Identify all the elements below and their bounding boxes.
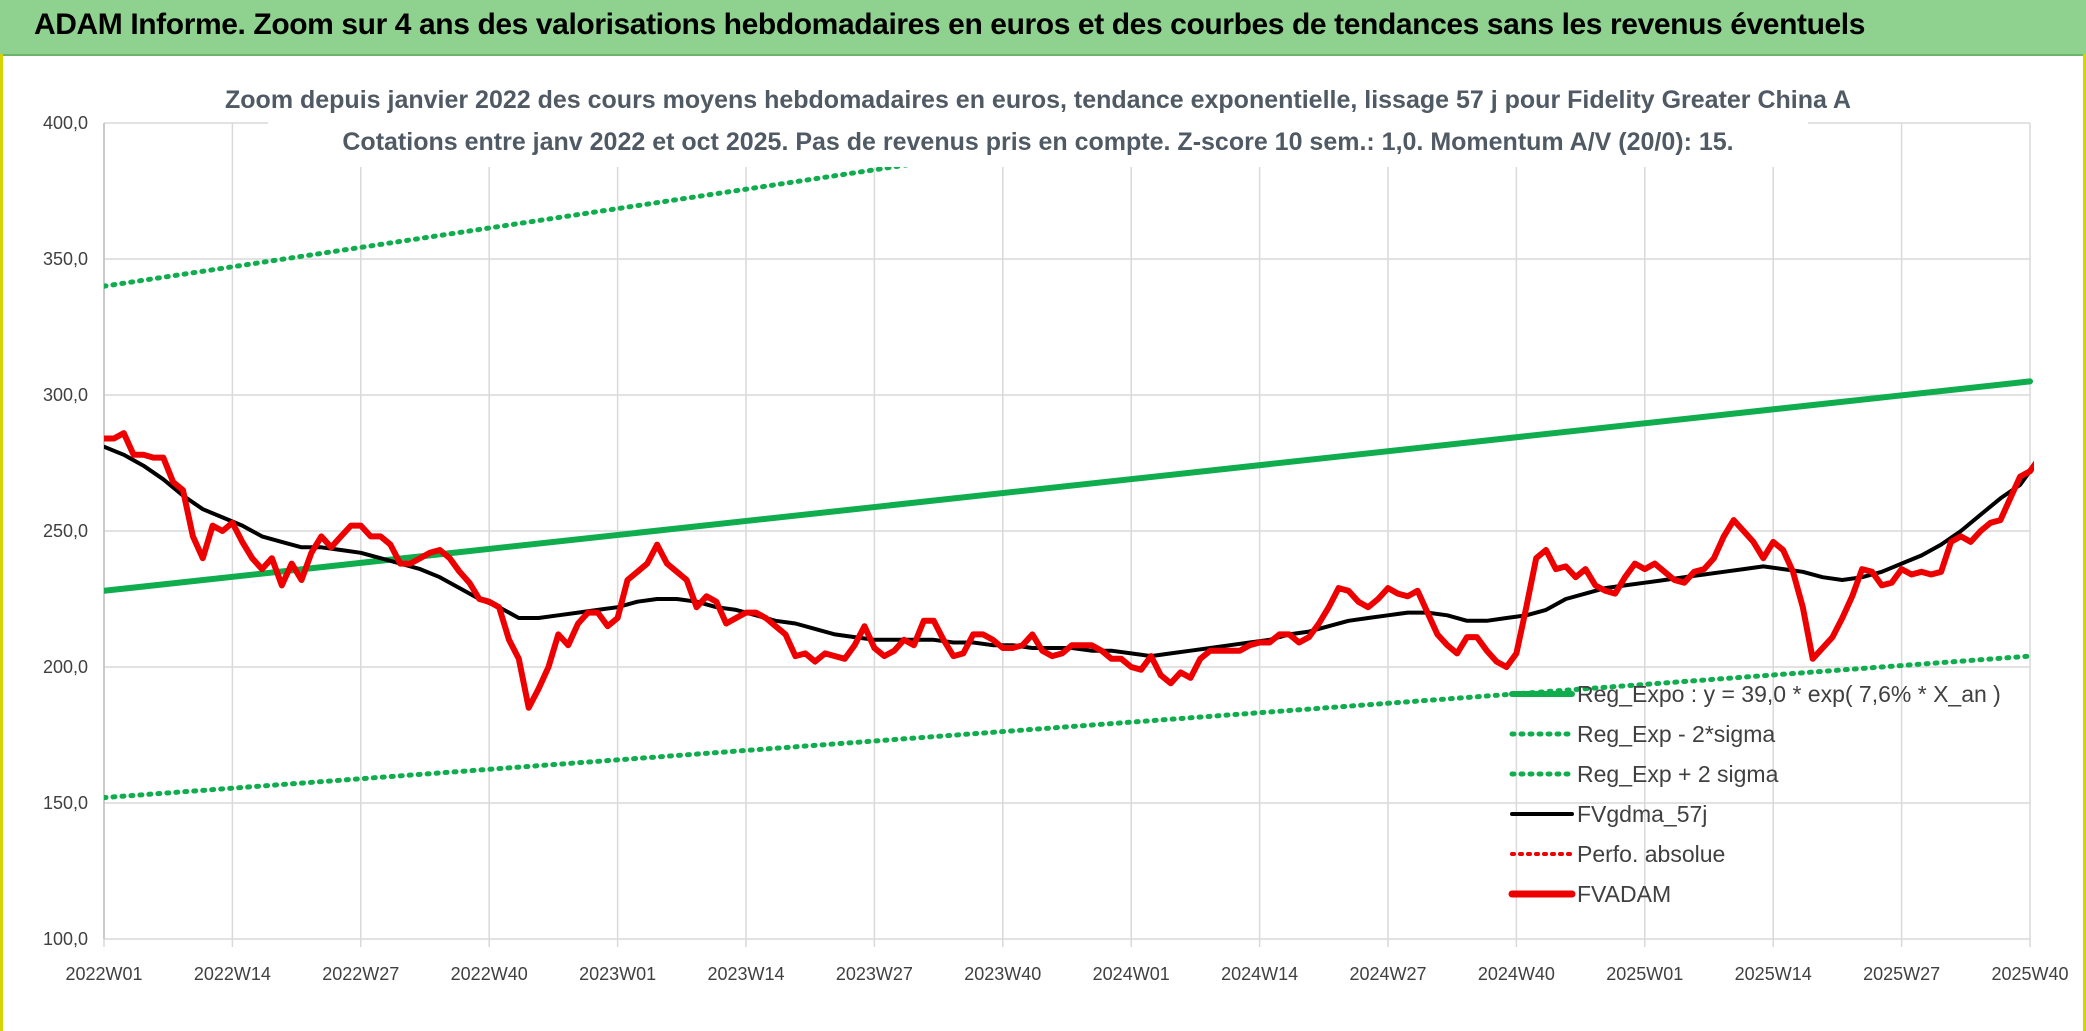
- chart-header: Zoom depuis janvier 2022 des cours moyen…: [225, 76, 1851, 167]
- frame-border-right: [2083, 54, 2086, 1031]
- legend-label: Perfo. absolue: [1577, 841, 1725, 867]
- legend-item: Reg_Expo : y = 39,0 * exp( 7,6% * X_an ): [1509, 681, 2001, 707]
- x-tick-label: 2023W27: [836, 964, 913, 984]
- x-tick-label: 2022W01: [65, 964, 142, 984]
- x-tick-label: 2025W01: [1606, 964, 1683, 984]
- report-title: ADAM Informe. Zoom sur 4 ans des valoris…: [34, 8, 1866, 41]
- legend-label: Reg_Exp - 2*sigma: [1577, 721, 1775, 747]
- report-banner: ADAM Informe. Zoom sur 4 ans des valoris…: [0, 0, 2086, 56]
- reg-exp-minus-2sigma-line: [104, 653, 2033, 801]
- reg-expo-line: [104, 378, 2033, 594]
- frame-border-left: [0, 54, 3, 1031]
- legend-item: FVgdma_57j: [1510, 801, 1707, 827]
- horizontal-grid: [104, 122, 2030, 940]
- chart-title: Zoom depuis janvier 2022 des cours moyen…: [225, 86, 1851, 114]
- x-tick-label: 2024W27: [1349, 964, 1426, 984]
- legend-item: Reg_Exp - 2*sigma: [1509, 721, 1775, 747]
- x-tick-label: 2025W40: [1991, 964, 2068, 984]
- legend-item: Reg_Exp + 2 sigma: [1509, 761, 1779, 787]
- legend-label: Reg_Exp + 2 sigma: [1577, 761, 1779, 787]
- legend-item: Perfo. absolue: [1510, 841, 1725, 867]
- x-tick-label: 2023W01: [579, 964, 656, 984]
- x-axis: 2022W01 2022W14 2022W27 2022W40 2023W01 2023W…: [65, 964, 2068, 984]
- x-tick-label: 2025W27: [1863, 964, 1940, 984]
- vertical-grid: [103, 123, 2031, 947]
- x-tick-label: 2023W40: [964, 964, 1041, 984]
- legend-label: FVADAM: [1577, 881, 1671, 907]
- y-tick-label: 250,0: [43, 521, 88, 541]
- y-tick-label: 150,0: [43, 793, 88, 813]
- x-tick-label: 2022W27: [322, 964, 399, 984]
- legend-label: Reg_Expo : y = 39,0 * exp( 7,6% * X_an ): [1577, 681, 2001, 707]
- legend-item: FVADAM: [1508, 881, 1671, 907]
- y-tick-label: 300,0: [43, 385, 88, 405]
- fvadam-line: [104, 430, 2034, 711]
- chart: 100,0 150,0 200,0 250,0 300,0 350,0 400,0 2022…: [43, 76, 2069, 984]
- x-tick-label: 2025W14: [1735, 964, 1812, 984]
- x-tick-label: 2022W40: [451, 964, 528, 984]
- chart-legend: Reg_Expo : y = 39,0 * exp( 7,6% * X_an )…: [1508, 681, 2001, 907]
- y-tick-label: 200,0: [43, 657, 88, 677]
- y-tick-label: 350,0: [43, 249, 88, 269]
- x-tick-label: 2024W40: [1478, 964, 1555, 984]
- chart-header-background: [268, 76, 1808, 167]
- y-tick-label: 400,0: [43, 113, 88, 133]
- chart-subtitle: Cotations entre janv 2022 et oct 2025. P…: [342, 128, 1733, 156]
- legend-label: FVgdma_57j: [1577, 801, 1707, 827]
- x-tick-label: 2023W14: [707, 964, 784, 984]
- x-tick-label: 2022W14: [194, 964, 271, 984]
- y-tick-label: 100,0: [43, 929, 88, 949]
- x-tick-label: 2024W14: [1221, 964, 1298, 984]
- y-axis: 100,0 150,0 200,0 250,0 300,0 350,0 400,0: [43, 113, 105, 949]
- x-tick-label: 2024W01: [1093, 964, 1170, 984]
